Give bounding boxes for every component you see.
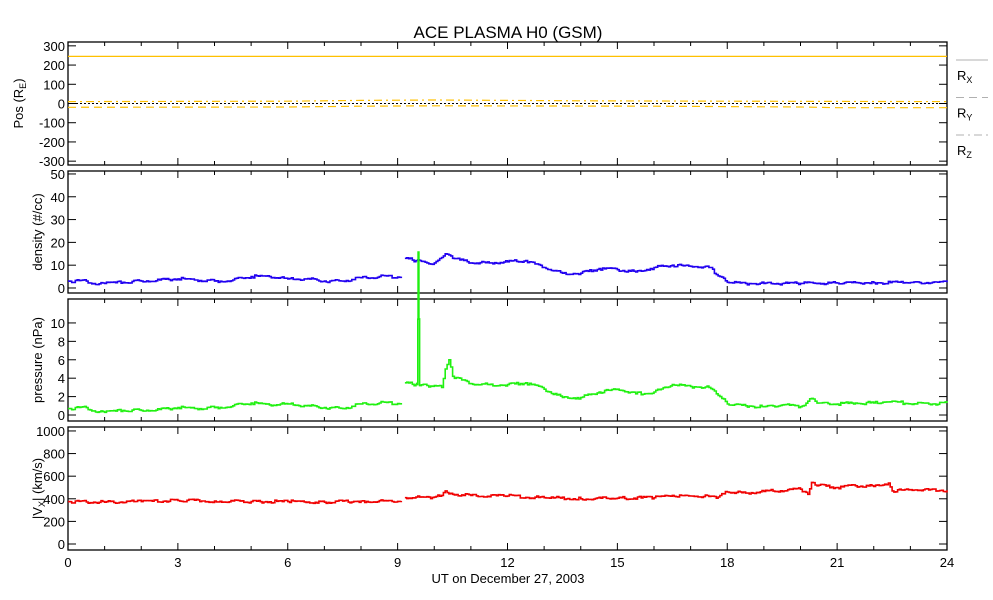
x-tick-label: 15 xyxy=(610,555,624,570)
x-tick-label: 3 xyxy=(174,555,181,570)
y-tick-label: 20 xyxy=(51,235,65,250)
y-tick-label: 40 xyxy=(51,190,65,205)
y-tick-label: 100 xyxy=(43,77,65,92)
series-line-rZ xyxy=(67,99,948,103)
y-tick-label: 8 xyxy=(58,334,65,349)
y-tick-label: 10 xyxy=(51,316,65,331)
legend-label: RZ xyxy=(957,143,972,160)
y-axis-label: pressure (nPa) xyxy=(30,317,45,403)
y-tick-label: 6 xyxy=(58,353,65,368)
y-tick-label: -300 xyxy=(39,154,65,169)
y-axis-label: |VX| (km/s) xyxy=(30,458,47,519)
y-tick-label: 50 xyxy=(51,167,65,182)
y-tick-label: 300 xyxy=(43,39,65,54)
chart-title: ACE PLASMA H0 (GSM) xyxy=(414,23,603,42)
y-tick-label: 200 xyxy=(43,58,65,73)
y-tick-label: 0 xyxy=(58,537,65,552)
panel-frame xyxy=(67,426,948,551)
y-tick-label: -100 xyxy=(39,116,65,131)
x-tick-label: 9 xyxy=(394,555,401,570)
y-tick-label: 0 xyxy=(58,408,65,423)
y-tick-label: 30 xyxy=(51,213,65,228)
panel-4: 1000 800 600 400 200 0 |VX| (km/s) xyxy=(30,424,948,552)
y-tick-label: 0 xyxy=(58,281,65,296)
x-tick-label: 24 xyxy=(940,555,954,570)
panel-frame xyxy=(67,41,948,166)
x-tick-label: 0 xyxy=(64,555,71,570)
panel-2: 50 40 30 20 10 0 density (#/cc) xyxy=(30,167,948,296)
y-tick-label: 800 xyxy=(43,447,65,462)
x-tick-label: 18 xyxy=(720,555,734,570)
y-tick-label: 4 xyxy=(58,371,65,386)
panel-1: 300 200 100 0 -100 -200 -300 Pos (RE) RX RY RZ xyxy=(11,39,988,169)
y-tick-label: 0 xyxy=(58,97,65,112)
y-tick-label: -200 xyxy=(39,135,65,150)
x-tick-label: 6 xyxy=(284,555,291,570)
y-tick-label: 10 xyxy=(51,258,65,273)
x-tick-label: 21 xyxy=(830,555,844,570)
x-tick-label: 12 xyxy=(500,555,514,570)
y-axis-label: Pos (RE) xyxy=(11,78,28,128)
series-line-rY xyxy=(67,105,947,109)
series-line-vx xyxy=(68,481,948,505)
panel-frame xyxy=(67,298,948,422)
panel-frame xyxy=(67,170,948,294)
legend-label: RY xyxy=(957,106,972,123)
y-tick-label: 200 xyxy=(43,514,65,529)
legend-label: RX xyxy=(957,68,972,85)
panel-3: 10 8 6 4 2 0 pressure (nPa) xyxy=(30,251,948,423)
series-line-density xyxy=(68,253,948,286)
series-line-pressure xyxy=(68,251,948,414)
y-tick-label: 400 xyxy=(43,492,65,507)
y-axis-label: density (#/cc) xyxy=(30,193,45,270)
x-axis-label: UT on December 27, 2003 xyxy=(432,571,585,586)
y-tick-label: 600 xyxy=(43,469,65,484)
y-tick-label: 1000 xyxy=(36,424,65,439)
y-tick-label: 2 xyxy=(58,390,65,405)
